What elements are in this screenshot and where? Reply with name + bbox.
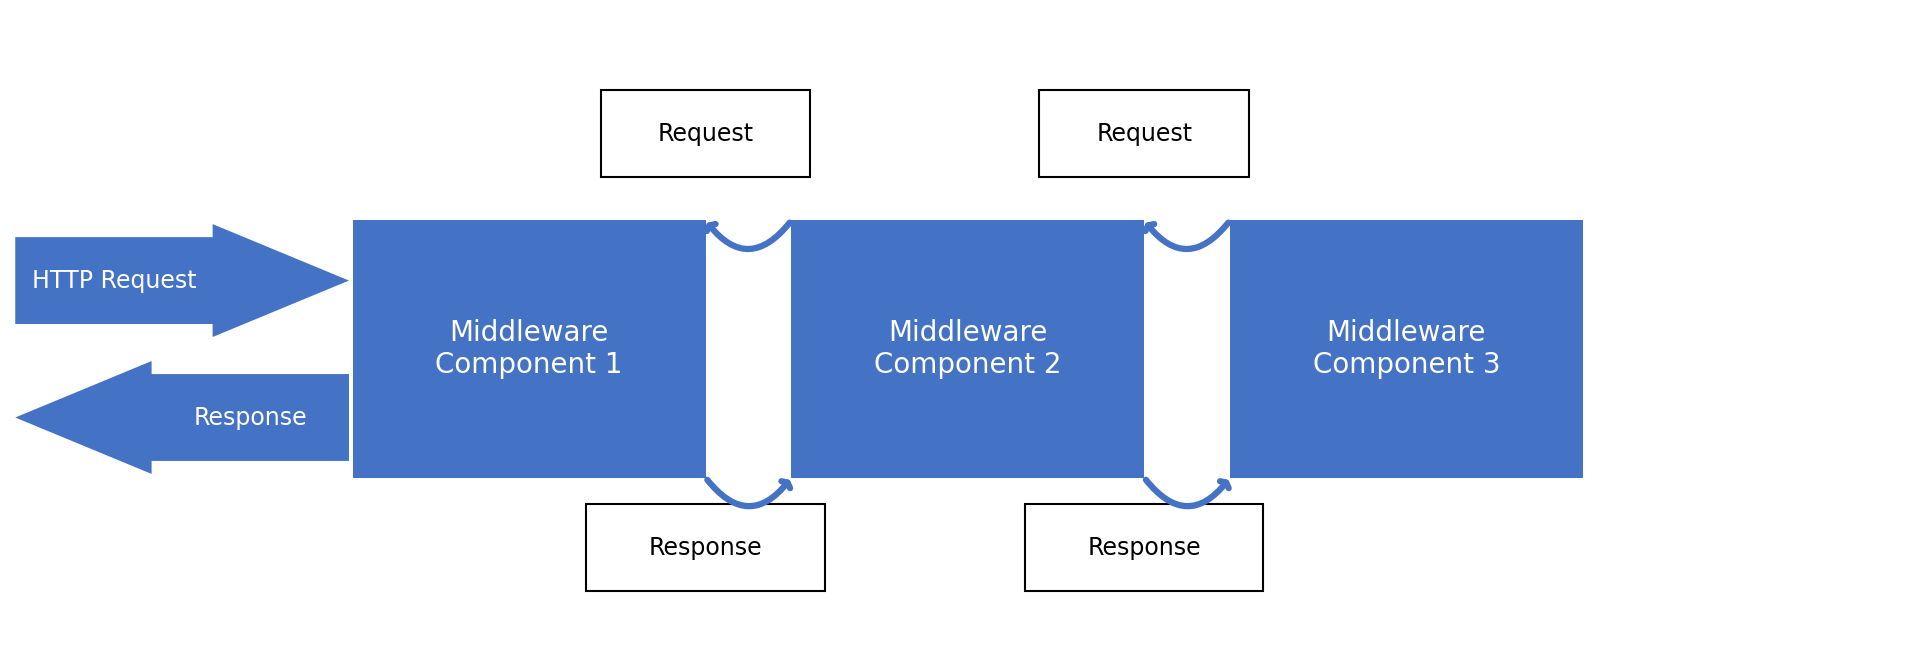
Text: Middleware
Component 3: Middleware Component 3 [1312,319,1501,379]
Text: Response: Response [193,405,307,430]
Text: HTTP Request: HTTP Request [32,269,196,293]
FancyBboxPatch shape [601,90,810,177]
Text: Request: Request [1097,122,1192,146]
Polygon shape [15,224,349,337]
FancyBboxPatch shape [1039,90,1249,177]
Text: Request: Request [658,122,753,146]
FancyBboxPatch shape [791,220,1144,478]
FancyBboxPatch shape [353,220,706,478]
Text: Middleware
Component 1: Middleware Component 1 [435,319,624,379]
Text: Response: Response [648,536,763,560]
FancyBboxPatch shape [1230,220,1583,478]
FancyBboxPatch shape [587,504,824,591]
Text: Middleware
Component 2: Middleware Component 2 [873,319,1062,379]
FancyBboxPatch shape [1026,504,1262,591]
Text: Response: Response [1087,536,1201,560]
Polygon shape [15,361,349,474]
